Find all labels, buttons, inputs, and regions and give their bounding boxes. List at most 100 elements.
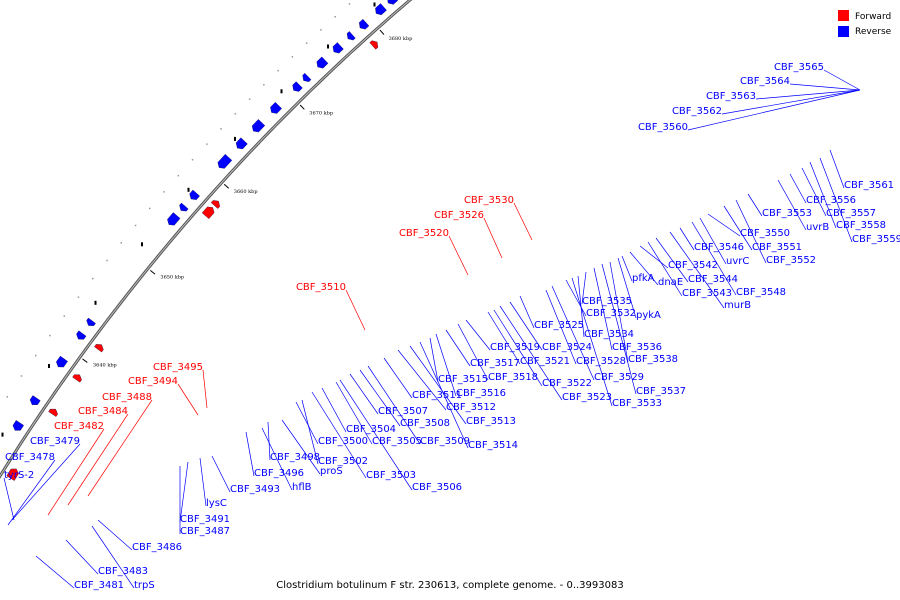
gene-label: CBF_3500 [318,436,368,447]
gene-label: CBF_3514 [468,440,518,451]
leader-line [199,457,207,507]
legend-reverse-swatch [838,26,849,37]
track-dot [234,113,237,115]
forward-gene-block [369,40,379,50]
gene-label: CBF_3543 [682,288,732,299]
gene-label: CBF_3559 [852,234,900,245]
gene-label: CBF_3563 [706,91,756,102]
leader-line [383,357,413,399]
gene-label: CBF_3505 [372,436,422,447]
leader-line [65,539,99,575]
gene-label: CBF_3537 [636,386,686,397]
leader-line [687,89,861,131]
track-dot [305,42,308,44]
gene-label: trpS [134,580,155,591]
leader-line [545,289,577,365]
gene-label: CBF_3544 [688,274,738,285]
gene-features [6,0,399,481]
reverse-gene-block [251,119,266,133]
gene-label: CBF_3502 [318,456,368,467]
leader-line [3,477,15,521]
leader-line [177,383,199,416]
leader-line [349,373,379,415]
gene-label: hflB [292,482,312,493]
gene-label: CBF_3557 [826,208,876,219]
gene-label: CBF_3523 [562,392,612,403]
feature-mark [327,44,329,49]
gene-label: CBF_3521 [520,356,570,367]
leader-line [448,235,469,276]
gene-label: CBF_3515 [438,374,488,385]
scale-label: 3670 kbp [309,110,333,116]
leader-line [445,329,471,367]
track-dot [291,56,294,58]
leader-line [755,89,861,100]
leader-line [7,459,56,526]
gene-label: CBF_3488 [102,392,152,403]
track-dot [35,354,37,357]
leader-line [367,365,421,445]
leader-line [47,428,105,516]
track-dot [348,3,351,5]
gene-label: CBF_3535 [582,296,632,307]
gene-label: CBF_3494 [128,376,178,387]
gene-label: CBF_3518 [488,372,538,383]
gene-label: CBF_3528 [576,356,626,367]
feature-mark [187,187,190,192]
leader-line [513,202,533,241]
gene-label: CBF_3509 [420,436,470,447]
gene-label: CBF_3524 [542,342,592,353]
scale-label: 3650 kbp [160,275,184,281]
legend-forward-swatch [838,10,849,21]
gene-label: CBF_3550 [740,228,790,239]
gene-label: CBF_3556 [806,195,856,206]
leader-line [335,381,373,445]
reverse-gene-block [189,189,200,200]
gene-label: tyrS-2 [4,470,34,481]
gene-label: CBF_3503 [366,470,416,481]
leader-line [493,309,543,387]
gene-label: CBF_3479 [30,436,80,447]
track-dot [120,242,122,244]
track-dot [63,315,65,317]
gene-label: CBF_3508 [400,418,450,429]
gene-label: CBF_3553 [762,208,812,219]
track-dot [277,69,279,72]
track-dot [20,375,23,377]
leader-line [601,263,637,395]
leader-line [691,221,737,296]
scale-label: 3680 kbp [389,36,413,42]
gene-label: CBF_3529 [594,372,644,383]
scale-tick [223,183,230,189]
reverse-gene-block [316,56,329,69]
gene-label: CBF_3504 [346,424,396,435]
gene-label: CBF_3558 [836,220,886,231]
leader-line [281,419,321,475]
leader-line [655,237,689,283]
reverse-gene-block [292,81,303,92]
feature-mark [94,300,97,305]
gene-label: lysC [206,498,227,509]
leader-line [87,399,153,497]
gene-label: CBF_3483 [98,566,148,577]
gene-label: CBF_3491 [180,514,230,525]
feature-mark [373,2,376,7]
gene-label: CBF_3534 [584,329,634,340]
leader-line [321,387,347,433]
leader-line [809,161,837,229]
feature-mark [234,136,236,141]
leader-line [551,285,595,381]
leader-line [789,173,807,204]
scale-tick [379,29,385,35]
forward-gene-block [94,344,104,353]
leader-line [829,149,845,189]
gene-label: CBF_3526 [434,210,484,221]
leader-line [669,231,725,309]
gene-label: CBF_3546 [694,242,744,253]
scale-tick [150,269,156,275]
track-dot [334,16,336,18]
leader-line [639,245,669,269]
gene-label: pykA [636,310,661,321]
track-dot [77,296,80,298]
dotted-guide-track [1,2,376,437]
